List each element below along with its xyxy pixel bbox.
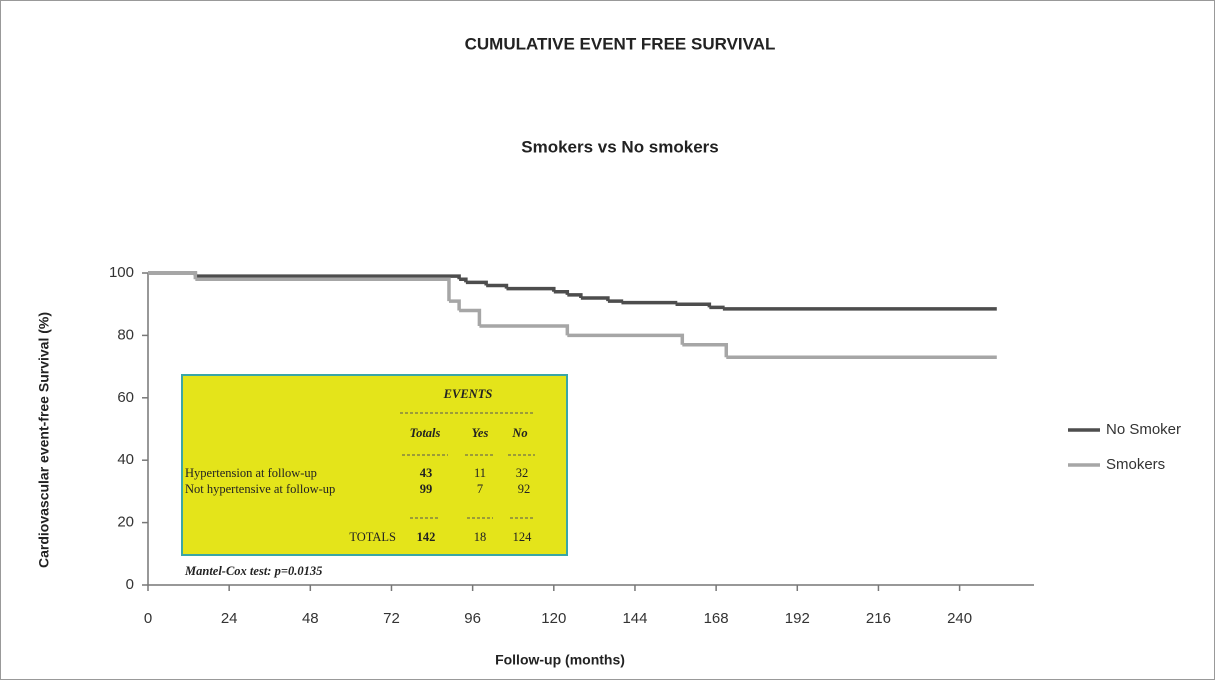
- y-tick-label: 100: [109, 264, 134, 281]
- y-tick-label: 20: [117, 514, 134, 531]
- inset-title: EVENTS: [443, 387, 493, 401]
- inset-column: Yes: [472, 426, 489, 440]
- x-tick-label: 144: [622, 610, 647, 627]
- inset-cell: 92: [518, 482, 531, 496]
- x-tick-label: 120: [541, 610, 566, 627]
- survival-step: [479, 324, 570, 336]
- legend-label: Smokers: [1106, 456, 1165, 473]
- x-tick-label: 72: [383, 610, 400, 627]
- inset-cell: 142: [417, 530, 436, 544]
- x-tick-label: 216: [866, 610, 891, 627]
- annotation: Mantel-Cox test: p=0.0135: [184, 564, 322, 578]
- inset-row-label: Hypertension at follow-up: [185, 466, 317, 480]
- inset-column: No: [511, 426, 527, 440]
- survival-step: [580, 296, 610, 302]
- x-tick-label: 168: [704, 610, 729, 627]
- x-tick-label: 240: [947, 610, 972, 627]
- survival-step: [621, 300, 678, 305]
- survival-step: [709, 305, 725, 310]
- x-axis-label: Follow-up (months): [495, 652, 625, 668]
- inset-cell: 18: [474, 530, 487, 544]
- inset-row-label: Not hypertensive at follow-up: [185, 482, 335, 496]
- inset-cell: 32: [516, 466, 529, 480]
- x-tick-label: 0: [144, 610, 152, 627]
- inset-table: EVENTS Totals Yes No Hypertension at fol…: [181, 374, 568, 556]
- inset-total-label: TOTALS: [349, 530, 396, 544]
- chart-title: CUMULATIVE EVENT FREE SURVIVAL: [465, 34, 776, 53]
- inset-cell: 11: [474, 466, 486, 480]
- x-tick-label: 24: [221, 610, 238, 627]
- x-tick-label: 48: [302, 610, 319, 627]
- survival-step: [567, 333, 685, 345]
- x-tick-label: 96: [464, 610, 481, 627]
- chart-subtitle: Smokers vs No smokers: [521, 137, 719, 156]
- survival-step: [459, 308, 482, 327]
- x-tick-label: 192: [785, 610, 810, 627]
- survival-step: [148, 271, 198, 280]
- inset-cell: 43: [420, 466, 433, 480]
- inset-cell: 124: [513, 530, 533, 544]
- survival-step: [448, 299, 461, 311]
- y-tick-label: 40: [117, 451, 134, 468]
- survival-step: [682, 343, 729, 358]
- survival-step: [195, 277, 451, 302]
- series: [148, 271, 997, 359]
- inset-box: [181, 374, 568, 556]
- y-tick-label: 80: [117, 326, 134, 343]
- inset-column: Totals: [410, 426, 441, 440]
- inset-cell: 99: [420, 482, 433, 496]
- y-tick-label: 60: [117, 389, 134, 406]
- y-axis-label: Cardiovascular event-free Survival (%): [36, 312, 52, 568]
- y-tick-label: 0: [126, 576, 134, 593]
- survival-step: [553, 289, 570, 295]
- inset-cell: 7: [477, 482, 483, 496]
- survival-step: [607, 299, 624, 303]
- legend-label: No Smoker: [1106, 421, 1181, 438]
